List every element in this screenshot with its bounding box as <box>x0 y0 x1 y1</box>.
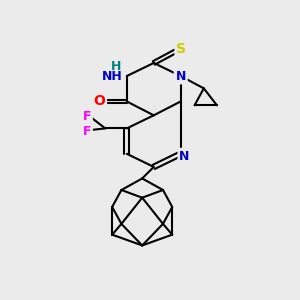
Text: NH: NH <box>102 70 123 83</box>
Text: H: H <box>111 60 121 73</box>
Text: O: O <box>93 94 105 108</box>
Text: F: F <box>82 125 91 138</box>
Text: N: N <box>176 70 186 83</box>
Text: N: N <box>179 150 190 163</box>
Text: S: S <box>176 42 187 56</box>
Text: F: F <box>82 110 91 123</box>
